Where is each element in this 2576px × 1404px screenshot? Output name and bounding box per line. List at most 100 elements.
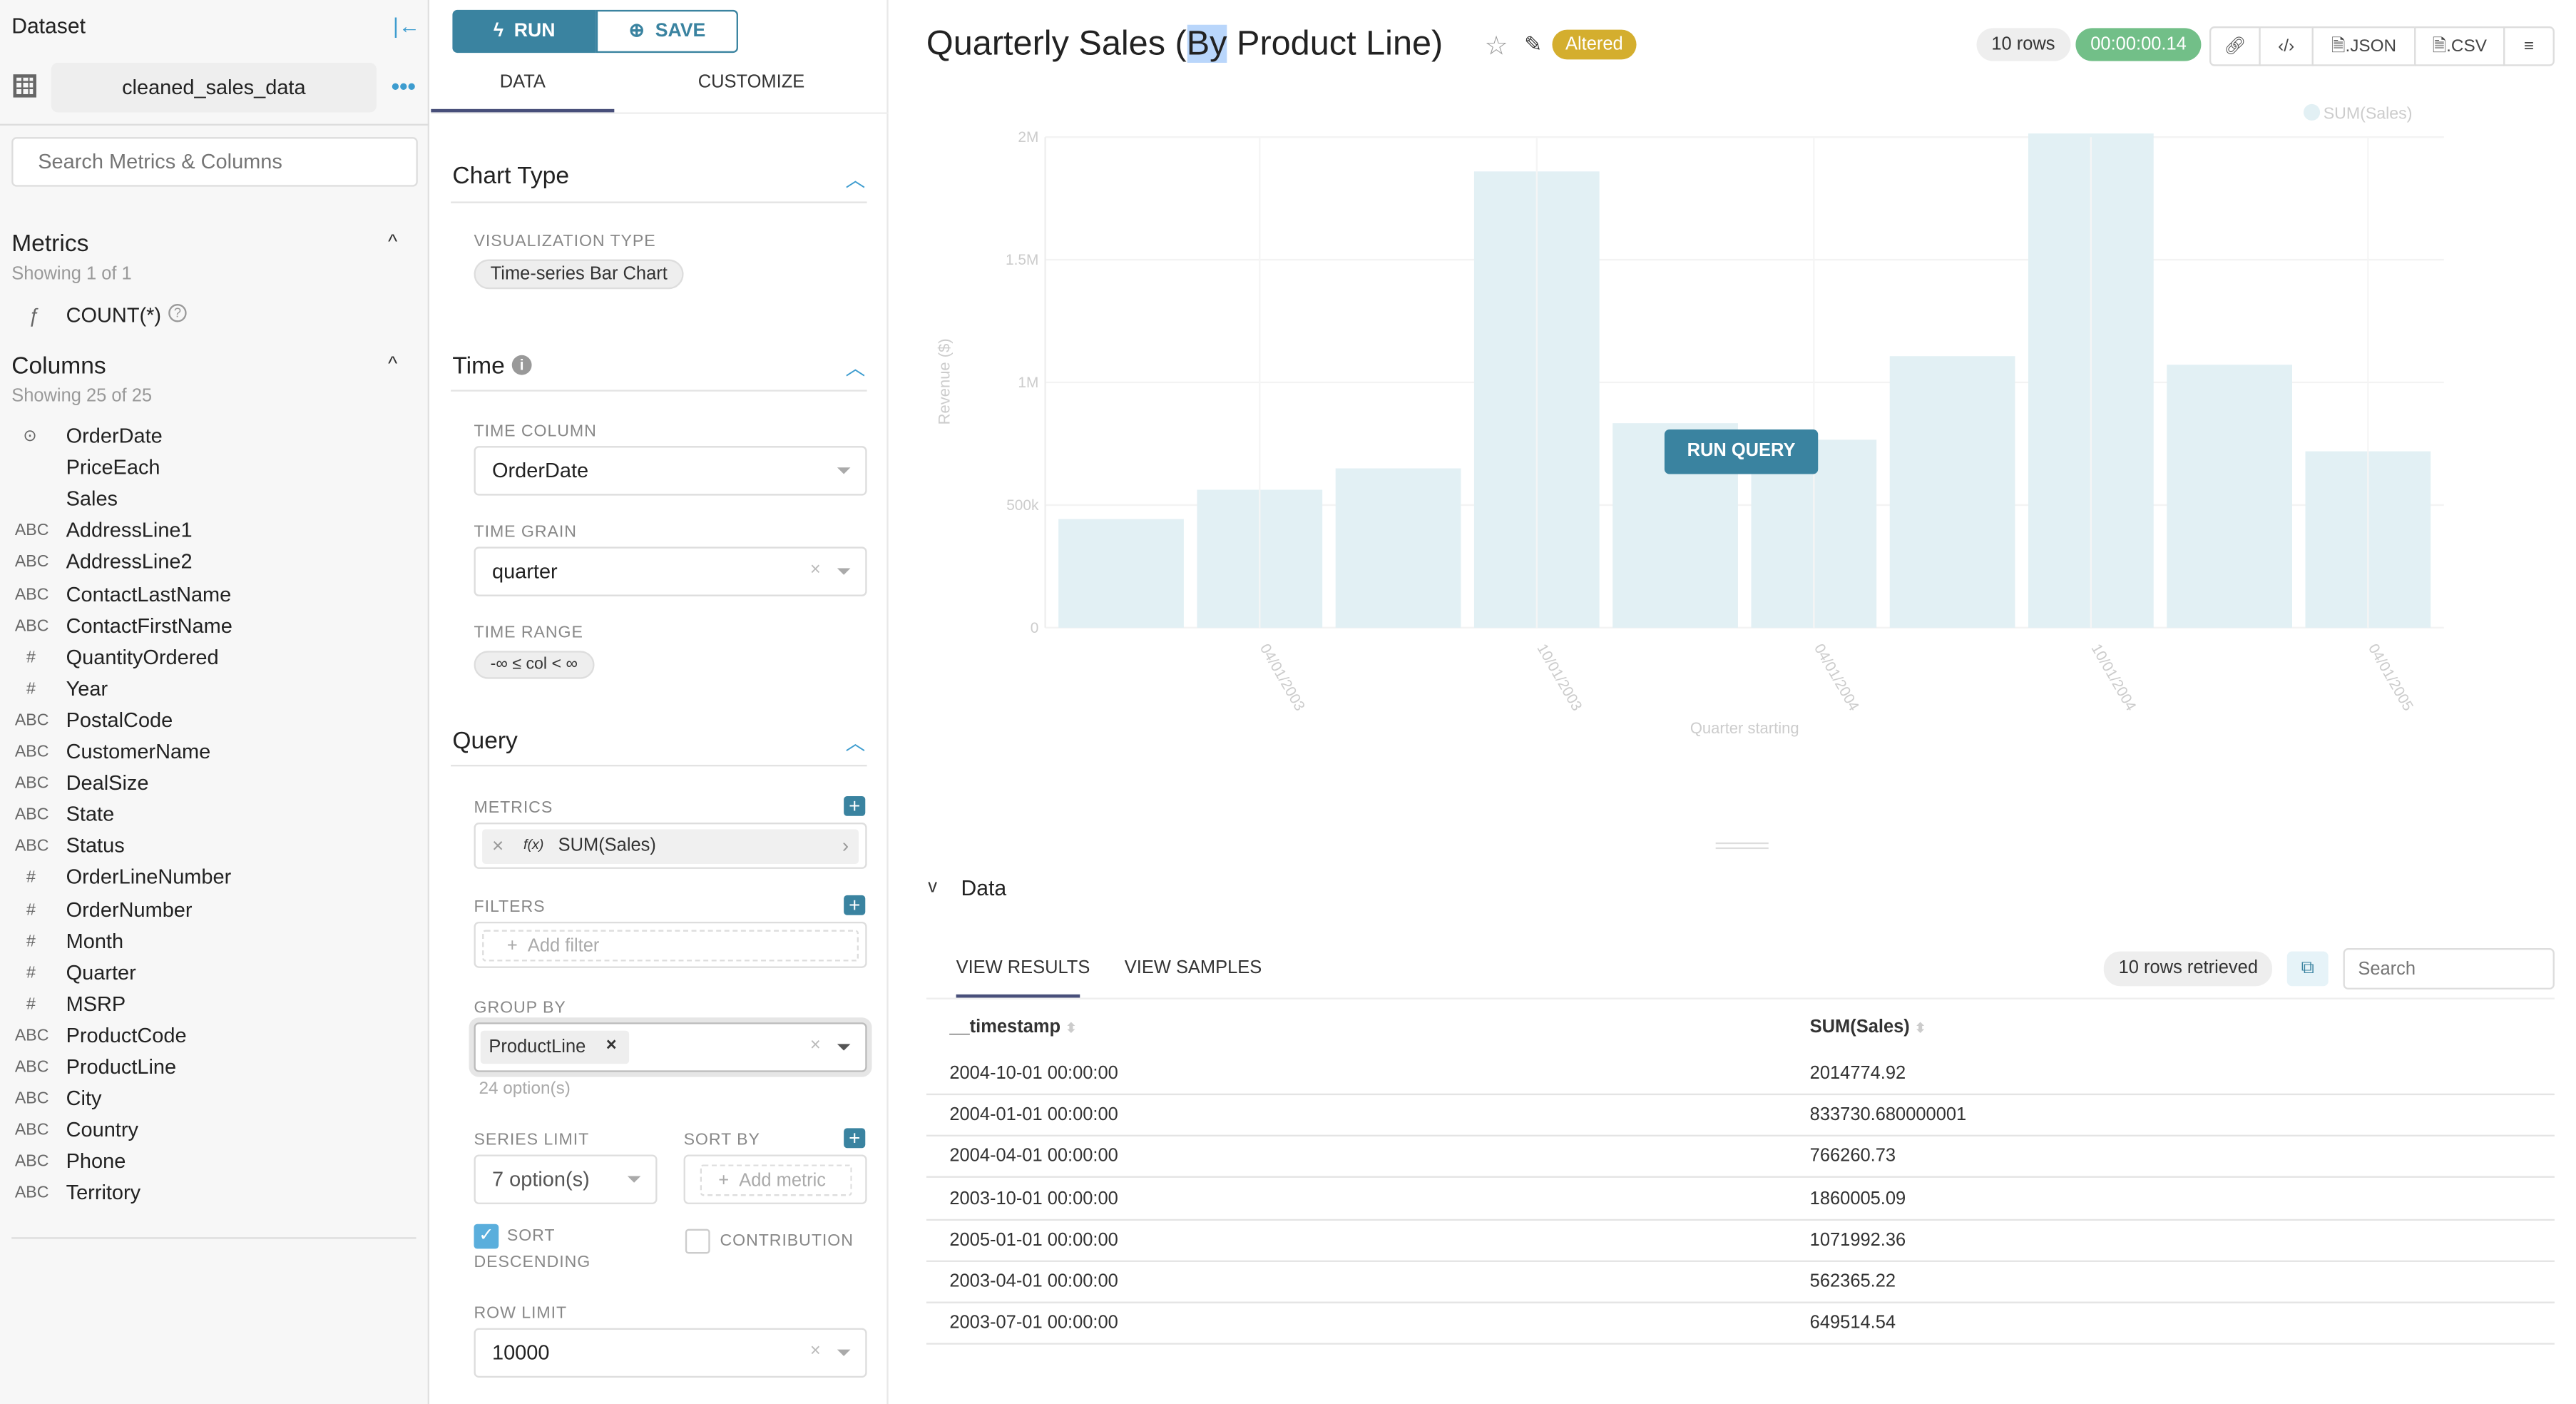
sort-by-field: + Add metric <box>683 1154 867 1204</box>
column-item[interactable]: CustomerName <box>66 740 211 763</box>
column-header-sum-sales[interactable]: SUM(Sales) ⬍ <box>1810 1017 1926 1037</box>
save-button[interactable]: ⊕ SAVE <box>596 9 738 54</box>
chart-title[interactable]: Quarterly Sales (By Product Line) <box>926 24 1443 65</box>
clear-icon[interactable]: × <box>809 1035 821 1056</box>
export-json-button[interactable]: 🗎︎.JSON <box>2311 26 2416 66</box>
group-by-label: GROUP BY <box>474 999 566 1018</box>
add-filter-button[interactable]: + Add filter <box>482 930 859 962</box>
column-item[interactable]: Year <box>66 676 108 701</box>
time-grain-select[interactable]: quarter × <box>474 546 867 596</box>
chevron-up-icon[interactable]: ^ <box>388 352 398 375</box>
column-item[interactable]: Sales <box>66 487 118 511</box>
column-item[interactable]: OrderNumber <box>66 897 193 921</box>
column-item[interactable]: OrderDate <box>66 424 163 448</box>
chevron-down-icon[interactable]: v <box>928 877 937 897</box>
clear-icon[interactable]: × <box>809 559 821 580</box>
column-item[interactable]: ContactFirstName <box>66 614 232 637</box>
chevron-up-icon[interactable]: ︿ <box>845 168 866 192</box>
help-icon[interactable]: ? <box>168 304 187 322</box>
plus-circle-icon: ⊕ <box>628 21 655 41</box>
altered-badge[interactable]: Altered <box>1552 29 1637 60</box>
clear-icon[interactable]: × <box>809 1341 821 1361</box>
series-limit-select[interactable]: 7 option(s) <box>474 1154 658 1204</box>
string-type-icon: ABC <box>14 1185 49 1204</box>
copy-icon[interactable]: ⧉ <box>2286 951 2329 987</box>
divider <box>451 765 867 767</box>
menu-icon[interactable]: ≡ <box>2503 26 2555 66</box>
viz-type-selector[interactable]: Time-series Bar Chart <box>474 259 684 290</box>
remove-tag-icon[interactable]: × <box>605 1035 617 1056</box>
chevron-right-icon[interactable]: › <box>842 834 849 858</box>
contribution-checkbox[interactable] <box>685 1228 710 1254</box>
column-item[interactable]: MSRP <box>66 992 126 1016</box>
string-type-icon: ABC <box>14 1090 49 1109</box>
metric-tag[interactable]: × f(x) SUM(Sales) › <box>482 829 859 864</box>
data-heading[interactable]: Data <box>961 875 1007 900</box>
table-search-input[interactable] <box>2343 948 2555 990</box>
column-item[interactable]: City <box>66 1087 102 1111</box>
column-item[interactable]: PostalCode <box>66 708 173 732</box>
info-icon[interactable]: i <box>511 355 532 375</box>
column-item[interactable]: Country <box>66 1118 138 1142</box>
column-item[interactable]: Month <box>66 929 124 953</box>
edit-icon[interactable]: ✎ <box>1524 31 1543 56</box>
search-metrics-columns-input[interactable] <box>11 137 418 187</box>
add-metric-button[interactable]: + Add metric <box>700 1164 852 1196</box>
resize-handle[interactable] <box>1715 842 1769 850</box>
chevron-up-icon[interactable]: ︿ <box>845 357 866 380</box>
column-header-timestamp[interactable]: __timestamp ⬍ <box>949 1017 1076 1037</box>
cell-sum-sales: 766260.73 <box>1809 1146 1896 1167</box>
bolt-icon: ϟ <box>493 21 514 41</box>
column-item[interactable]: Status <box>66 834 125 858</box>
link-icon[interactable]: 🔗︎ <box>2209 26 2261 66</box>
column-item[interactable]: QuantityOrdered <box>66 645 219 669</box>
collapse-panel-icon[interactable]: |← <box>393 13 421 39</box>
row-limit-select[interactable]: 10000 × <box>474 1328 867 1378</box>
remove-icon[interactable]: × <box>491 834 504 858</box>
tab-customize[interactable]: CUSTOMIZE <box>697 72 805 93</box>
chevron-up-icon[interactable]: ^ <box>388 229 398 253</box>
metric-item[interactable]: COUNT(*) <box>66 304 162 327</box>
column-item[interactable]: Territory <box>66 1181 141 1205</box>
time-heading: Time <box>452 353 505 380</box>
column-item[interactable]: Phone <box>66 1150 126 1174</box>
add-sort-button[interactable]: + <box>844 1128 866 1149</box>
column-item[interactable]: OrderLineNumber <box>66 866 232 890</box>
caret-down-icon <box>837 568 851 575</box>
cell-sum-sales: 833730.680000001 <box>1809 1105 1967 1126</box>
tab-data[interactable]: DATA <box>499 72 546 93</box>
more-options-icon[interactable]: ••• <box>391 72 416 99</box>
group-by-select[interactable]: ProductLine × × <box>474 1022 867 1072</box>
embed-code-icon[interactable]: ‹/› <box>2259 26 2314 66</box>
cell-timestamp: 2004-10-01 00:00:00 <box>949 1064 1118 1084</box>
clock-icon: ⊙ <box>23 427 37 447</box>
selected-value: quarter <box>491 559 558 584</box>
sort-icon: ⬍ <box>1914 1020 1926 1036</box>
add-metric-button[interactable]: + <box>844 796 866 816</box>
tab-view-samples[interactable]: VIEW SAMPLES <box>1124 957 1262 978</box>
caret-down-icon <box>837 1349 851 1356</box>
column-item[interactable]: ContactLastName <box>66 582 232 606</box>
column-item[interactable]: AddressLine2 <box>66 550 193 574</box>
star-icon[interactable]: ☆ <box>1484 33 1508 61</box>
bar-chart: 0 500k 1M 1.5M 2M 04/01/2003 10/01/2003 04/01/2… <box>935 104 2444 737</box>
add-filter-button[interactable]: + <box>844 895 866 915</box>
column-item[interactable]: Quarter <box>66 960 136 985</box>
column-item[interactable]: PriceEach <box>66 456 160 479</box>
query-heading: Query <box>452 728 518 756</box>
selected-value: OrderDate <box>491 459 589 483</box>
column-item[interactable]: State <box>66 803 115 827</box>
column-item[interactable]: ProductCode <box>66 1024 187 1047</box>
time-column-select[interactable]: OrderDate <box>474 446 867 496</box>
time-range-selector[interactable]: -∞ ≤ col < ∞ <box>474 651 595 679</box>
export-csv-button[interactable]: 🗎︎.CSV <box>2414 26 2505 66</box>
column-item[interactable]: DealSize <box>66 771 149 795</box>
run-query-button[interactable]: RUN QUERY <box>1664 429 1819 474</box>
chevron-up-icon[interactable]: ︿ <box>845 731 866 756</box>
dataset-name[interactable]: cleaned_sales_data <box>51 62 377 113</box>
tab-view-results[interactable]: VIEW RESULTS <box>956 957 1090 978</box>
column-item[interactable]: AddressLine1 <box>66 519 193 543</box>
sort-descending-checkbox[interactable]: ✓ <box>474 1224 499 1249</box>
run-button[interactable]: ϟ RUN <box>452 9 596 54</box>
column-item[interactable]: ProductLine <box>66 1055 177 1079</box>
